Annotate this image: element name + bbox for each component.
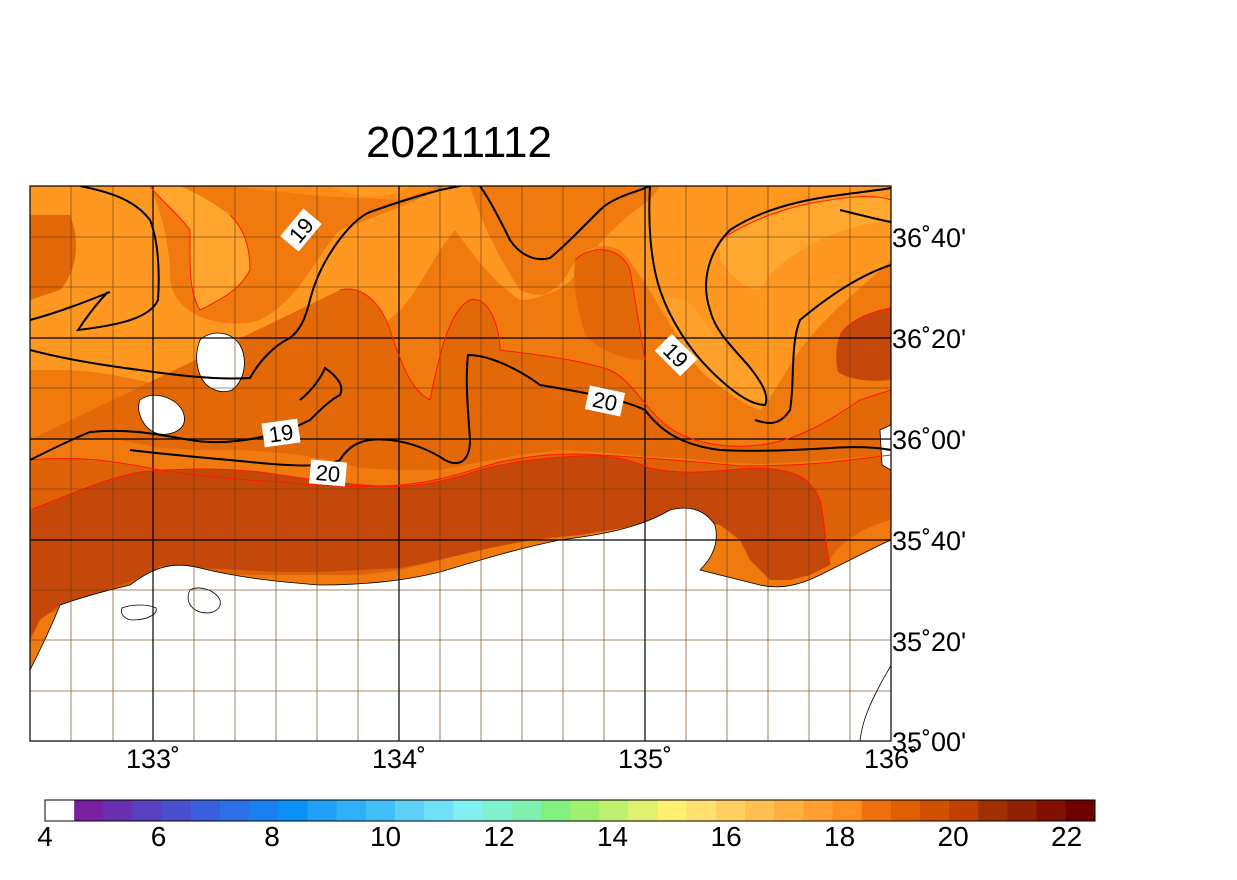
colorbar-frame [44,799,1096,822]
sst-region-20-upper [30,289,891,470]
colorbar-swatch [890,800,921,821]
colorbar-swatch [949,800,979,821]
land-oki-islands-small [138,394,185,435]
lat-tick-3500: 35˚00' [892,727,966,757]
colorbar-tick-label: 22 [1051,821,1082,852]
colorbar-swatch [482,800,513,821]
colorbar-swatch [161,800,192,821]
colorbar-swatch [190,800,221,821]
colorbar-swatch [45,800,75,821]
colorbar-swatch [774,800,804,821]
colorbar-swatch [220,800,250,821]
colorbar-swatch [74,800,104,821]
colorbar-swatch [978,800,1008,821]
colorbar-tick-label: 8 [264,821,280,852]
colorbar-swatch [453,800,483,821]
colorbar-tick-label: 16 [711,821,742,852]
sst-region-18-plume-east [720,196,891,290]
colorbar-swatch [861,800,892,821]
lat-tick-3520: 35˚20' [892,627,966,657]
land-east-peninsula [859,664,891,741]
major-graticule [30,186,891,741]
contour-label-20-b: 20 [309,459,347,487]
colorbar-tick-label: 14 [597,821,628,852]
colorbar [44,799,1096,822]
lon-tick-135: 135˚ [618,744,672,774]
contour-label-20-a: 20 [584,385,626,417]
colorbar-tick-label: 20 [938,821,969,852]
map-panel: 19 19 19 20 20 [30,186,891,741]
colorbar-swatch [132,800,163,821]
colorbar-swatch [628,800,658,821]
contour-label-19-b: 19 [654,333,698,377]
colorbar-labels: 4 6 8 10 12 14 16 18 20 22 [37,821,1082,852]
colorbar-swatch [424,800,454,821]
sst-region-18-northwest [30,186,410,197]
colorbar-swatch [511,800,542,821]
land-lake-small [121,604,157,621]
sst-region-18-east-plume2 [665,298,770,401]
colorbar-swatch [686,800,717,821]
lat-tick-3640: 36˚40' [892,223,966,253]
contour-label-text: 20 [590,387,619,417]
sst-region-20-west-pocket [30,215,76,300]
colorbar-swatch [278,800,308,821]
sst-region-cool-nw [30,186,440,200]
lon-tick-133: 133˚ [126,744,180,774]
colorbar-swatch [395,800,425,821]
colorbar-tick-label: 12 [483,821,514,852]
colorbar-swatch [745,800,775,821]
colorbar-swatch [832,800,863,821]
colorbar-tick-label: 18 [824,821,855,852]
colorbar-swatch [1065,800,1096,821]
land-east-edge [879,424,891,471]
colorbar-swatch [336,800,367,821]
lat-tick-3620: 36˚20' [892,324,966,354]
colorbar-swatch [540,800,571,821]
colorbar-swatch [599,800,629,821]
land-lake [187,587,221,614]
sst-region-20-east-pocket [574,249,645,360]
contour-label-text: 20 [315,460,342,487]
sst-region-18-plume-west [150,186,250,310]
red-contours [30,186,891,566]
colorbar-swatch [803,800,833,821]
lon-tick-134: 134˚ [372,744,426,774]
colorbar-swatch [1007,800,1038,821]
colorbar-swatch [249,800,279,821]
contour-label-19-c: 19 [261,418,301,448]
plot-title: 20211112 [366,118,552,167]
land-honshu [30,507,891,741]
lat-tick-3540: 35˚40' [892,526,966,556]
map-frame [29,185,892,742]
colorbar-swatch [920,800,950,821]
colorbar-swatch [1036,800,1067,821]
colorbar-tick-label: 4 [37,821,53,852]
colorbar-swatch [570,800,600,821]
colorbar-swatch [307,800,338,821]
colorbar-swatch [715,800,746,821]
sst-region-21-22 [30,455,830,640]
colorbar-tick-label: 6 [151,821,167,852]
colorbar-swatch [103,800,133,821]
colorbar-swatch [657,800,688,821]
contour-label-text: 19 [267,419,295,447]
lon-tick-136: 136˚ [864,744,918,774]
graticule [30,186,891,741]
colorbar-tick-label: 10 [370,821,401,852]
lat-tick-3600: 36˚00' [892,425,966,455]
colorbar-swatch [365,800,396,821]
